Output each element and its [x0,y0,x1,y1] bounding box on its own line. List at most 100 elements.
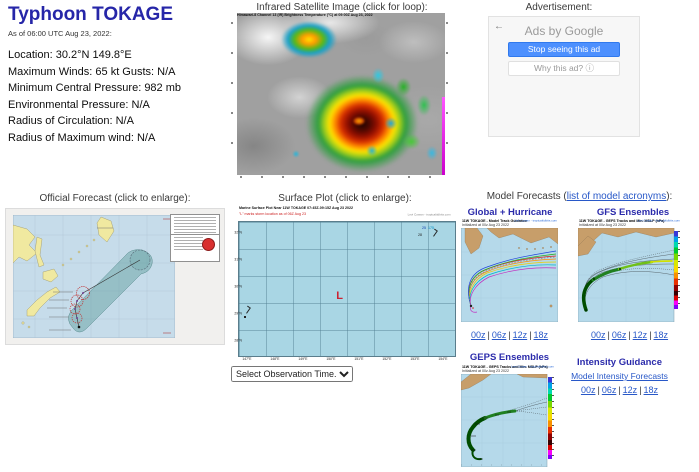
storm-env-pressure: Environmental Pressure: N/A [8,98,150,111]
run-link-00z[interactable]: 00z [590,330,606,340]
run-link-00z[interactable]: 00z [470,330,486,340]
satellite-storm-eye [353,116,366,125]
storm-radius-max-wind: Radius of Maximum wind: N/A [8,131,156,144]
satellite-lon-ticks [240,176,444,178]
lon-tick: 152°E [382,357,392,361]
intensity-guidance-heading: Intensity Guidance [577,357,662,368]
run-link-06z[interactable]: 06z [491,330,507,340]
station-dot [244,316,246,318]
satellite-lat-ticks-right [446,22,448,172]
ensemble-map [577,227,675,323]
lat-tick: 29°N [234,311,242,316]
lat-tick: 32°N [234,230,242,235]
storm-min-pressure: Minimum Central Pressure: 982 mb [8,82,182,94]
forecast-track-line [74,259,141,328]
satellite-convection-speckles [363,55,443,169]
lat-tick: 28°N [234,338,242,343]
surface-plot-subtitle: "L" marks storm location as of 06Z Aug 2… [239,212,306,217]
gefs-tracks-chart[interactable]: 11W TOKAGE - GEFS Tracks and Min. MSLP (… [577,219,681,323]
intensity-run-links: 00z | 06z | 12z | 18z [562,385,677,395]
lon-tick: 150°E [326,357,336,361]
lon-tick: 149°E [298,357,308,361]
model-acronyms-link[interactable]: list of model acronyms [566,191,667,202]
lon-tick: 147°E [242,357,252,361]
separator: | [607,330,610,340]
why-this-ad-button[interactable]: Why this ad? ⓘ [508,61,620,76]
satellite-cloud-cluster [280,21,337,59]
ensemble-map [460,373,548,468]
chart-init: Initialized at 00z Aug 23 2022 [462,369,510,374]
satellite-convection-dot [291,149,302,160]
observation-time-select[interactable]: Select Observation Time.... [231,366,353,382]
satellite-lat-ticks [231,22,233,172]
forecast-track-chart [13,215,175,338]
surface-plot-title: Marine Surface Plot Near 11W TOKAGE 07:4… [239,206,354,211]
lon-tick: 153°E [410,357,420,361]
storm-location: Location: 30.2°N 149.8°E [8,49,132,61]
separator: | [618,385,621,395]
satellite-header: Infrared Satellite Image (click for loop… [256,2,428,13]
lon-tick-row: 147°E 148°E 149°E 150°E 151°E 152°E 153°… [236,357,454,366]
chart-title: 11W TOKAGE - Model Track Guidance [462,219,527,224]
geps-tracks-chart[interactable]: 11W TOKAGE - GEPS Tracks and Min. MSLP (… [460,365,555,468]
model-intensity-forecasts-link[interactable]: Model Intensity Forecasts [571,371,668,381]
global-run-links: 00z | 06z | 12z | 18z [461,330,558,340]
run-link-18z[interactable]: 18z [533,330,549,340]
satellite-colorbar-strip [442,97,445,175]
mslp-colorbar [548,377,552,459]
chart-title: 11W TOKAGE - GEFS Tracks and Min. MSLP (… [579,219,665,224]
ad-back-arrow[interactable]: ← [494,21,504,32]
storm-location-marker: L [336,290,343,303]
satellite-image[interactable]: Himawari-8 Channel 13 (IR) Brightness Te… [237,13,445,175]
storm-info-panel: Typhoon TOKAGE As of 06:00 UTC Aug 23, 2… [8,4,234,146]
lon-tick: 148°E [270,357,280,361]
colorbar-ticks [552,377,554,459]
surface-plot-map[interactable]: L 25 175 28 [238,221,456,357]
gefs-run-links: 00z | 06z | 12z | 18z [578,330,681,340]
lat-tick: 31°N [234,257,242,262]
model-forecasts-header: Model Forecasts (list of model acronyms)… [460,191,699,202]
run-link-00z[interactable]: 00z [580,385,596,395]
typhoon-symbol [202,238,215,251]
wind-barb-icon [433,230,438,237]
storm-radius-circulation: Radius of Circulation: N/A [8,115,134,127]
official-forecast-header: Official Forecast (click to enlarge): [39,193,191,204]
run-link-12z[interactable]: 12z [512,330,528,340]
chart-title: 11W TOKAGE - GEPS Tracks and Min. MSLP (… [462,365,548,370]
stop-seeing-ad-button[interactable]: Stop seeing this ad [508,42,620,57]
chart-init: Initialized at 00z Aug 23 2022 [462,223,510,228]
storm-asof: As of 06:00 UTC Aug 23, 2022: [8,29,112,38]
separator: | [508,330,511,340]
storm-max-winds: Maximum Winds: 65 kt Gusts: N/A [8,65,176,78]
separator: | [649,330,652,340]
wind-barb-icon [246,307,251,314]
lon-tick: 154°E [438,357,448,361]
lon-tick: 151°E [354,357,364,361]
run-link-06z[interactable]: 06z [611,330,627,340]
separator: | [597,385,600,395]
official-forecast-map[interactable] [5,208,225,345]
lat-tick: 30°N [234,284,242,289]
station-wind-value: 25 [422,226,427,231]
run-link-18z[interactable]: 18z [643,385,659,395]
colorbar-ticks [678,231,680,309]
station-pressure-value: 175 [427,226,434,231]
run-link-12z[interactable]: 12z [622,385,638,395]
ads-by-google-label: Ads by Google [524,24,604,38]
chart-credit: Levi Cowan - tropicaltidbits.com [511,365,554,369]
run-link-12z[interactable]: 12z [632,330,648,340]
chart-init: Initialized at 00z Aug 23 2022 [579,223,627,228]
model-track-guidance-chart[interactable]: 11W TOKAGE - Model Track Guidance Initia… [460,219,559,323]
chart-credit: Levi Cowan - tropicaltidbits.com [637,219,680,223]
forecast-cone [68,249,153,333]
gfs-ensembles-heading: GFS Ensembles [596,207,670,218]
geps-ensembles-heading: GEPS Ensembles [469,352,550,363]
surface-plot-credit: Levi Cowan - tropicaltidbits.com [407,213,451,217]
satellite-titlebar: Himawari-8 Channel 13 (IR) Brightness Te… [237,13,445,20]
satellite-image-title: Himawari-8 Channel 13 (IR) Brightness Te… [237,13,373,18]
run-link-06z[interactable]: 06z [601,385,617,395]
run-link-18z[interactable]: 18z [653,330,669,340]
station-temp-value: 28 [418,233,423,238]
ad-container: ← Ads by Google Stop seeing this ad Why … [488,16,640,137]
